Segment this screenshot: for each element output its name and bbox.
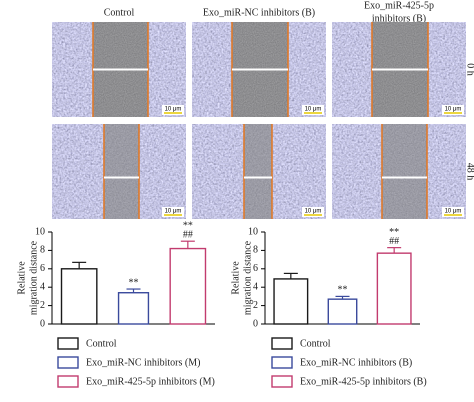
- column-label: Exo_miR-425-5p: [364, 0, 434, 11]
- significance-label: ##: [183, 229, 193, 240]
- bar: [327, 298, 358, 325]
- legend-swatch: [57, 337, 79, 350]
- significance-label: **: [338, 285, 348, 296]
- y-axis-label: migration distance: [28, 240, 39, 315]
- scale-bar-label: 10 μm: [445, 209, 462, 215]
- scale-bar: [162, 105, 184, 115]
- bar: [60, 268, 98, 325]
- legend-swatch: [57, 356, 79, 369]
- wound-gap: [382, 124, 427, 219]
- y-tick-label: 8: [40, 245, 45, 256]
- row-label: 48 h: [465, 163, 474, 181]
- y-axis-label: Relative: [16, 261, 27, 295]
- legend-label: Exo_miR-NC inhibitors (M): [86, 357, 200, 368]
- significance-label: **: [183, 220, 193, 231]
- scale-bar-label: 10 μm: [305, 209, 322, 215]
- bar: [273, 278, 309, 325]
- bar: [117, 292, 150, 325]
- y-tick-label: 8: [253, 245, 258, 256]
- scale-bar-label: 10 μm: [165, 107, 182, 113]
- legend-swatch: [271, 356, 293, 369]
- column-label: Exo_miR-NC inhibitors (B): [203, 7, 315, 18]
- y-tick-label: 0: [40, 318, 45, 329]
- y-tick-label: 6: [253, 263, 258, 274]
- column-label: inhibitors (B): [372, 13, 426, 24]
- scale-bar: [442, 207, 464, 217]
- significance-label: ##: [389, 236, 399, 247]
- y-tick-label: 10: [248, 226, 258, 237]
- bar: [169, 247, 207, 325]
- y-tick-label: 4: [40, 281, 45, 292]
- y-tick-label: 0: [253, 318, 258, 329]
- legend-label: Exo_miR-425-5p inhibitors (B): [300, 376, 427, 387]
- legend-label: Exo_miR-425-5p inhibitors (M): [86, 376, 215, 387]
- legend-swatch: [271, 375, 293, 388]
- significance-label: **: [129, 277, 139, 288]
- scale-bar: [162, 207, 184, 217]
- wound-gap: [104, 124, 139, 219]
- y-tick-label: 2: [40, 300, 45, 311]
- y-tick-label: 4: [253, 281, 258, 292]
- wound-gap: [244, 124, 272, 219]
- scale-bar: [302, 207, 324, 217]
- y-tick-label: 2: [253, 300, 258, 311]
- scale-bar-label: 10 μm: [305, 107, 322, 113]
- significance-label: **: [389, 227, 399, 238]
- legend-swatch: [57, 375, 79, 388]
- legend-swatch: [271, 337, 293, 350]
- column-label: Control: [104, 7, 135, 18]
- scale-bar: [442, 105, 464, 115]
- scale-bar-label: 10 μm: [445, 107, 462, 113]
- scale-bar-label: 10 μm: [165, 209, 182, 215]
- y-axis-label: Relative: [230, 261, 241, 295]
- y-tick-label: 6: [40, 263, 45, 274]
- scale-bar: [302, 105, 324, 115]
- legend-label: Control: [86, 338, 117, 349]
- y-axis-label: migration distance: [242, 240, 253, 315]
- y-tick-label: 10: [35, 226, 45, 237]
- row-label: 0 h: [465, 63, 474, 76]
- legend-label: Control: [300, 338, 331, 349]
- legend-label: Exo_miR-NC inhibitors (B): [300, 357, 412, 368]
- bar: [376, 252, 412, 325]
